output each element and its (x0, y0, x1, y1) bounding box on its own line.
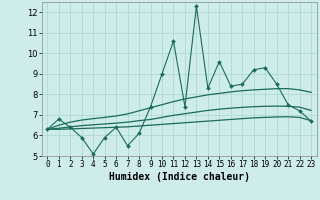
X-axis label: Humidex (Indice chaleur): Humidex (Indice chaleur) (109, 172, 250, 182)
